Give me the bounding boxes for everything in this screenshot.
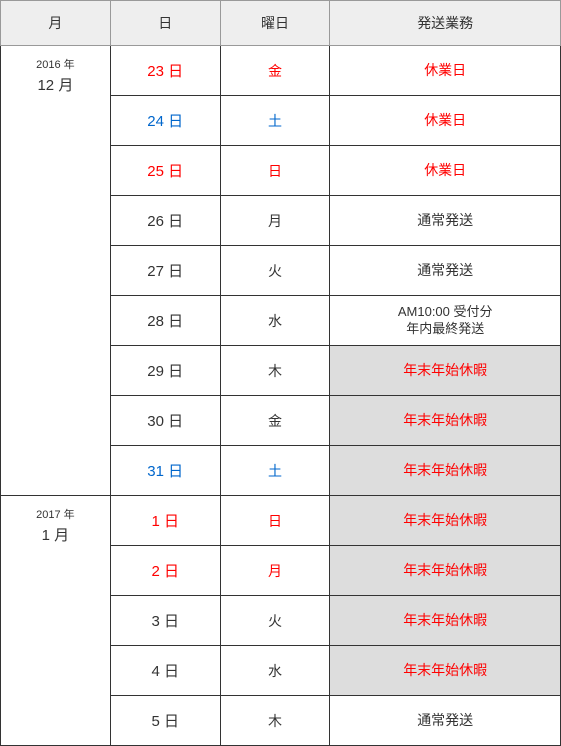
month-year-label: 2016 年 [1,56,110,72]
weekday-cell: 水 [220,646,330,696]
day-cell: 2 日 [110,546,220,596]
weekday-cell: 金 [220,46,330,96]
day-cell: 30 日 [110,396,220,446]
weekday-cell: 月 [220,546,330,596]
status-cell: 休業日 [330,46,561,96]
month-year-label: 2017 年 [1,506,110,522]
day-cell: 31 日 [110,446,220,496]
day-cell: 3 日 [110,596,220,646]
status-cell: 休業日 [330,96,561,146]
month-num-label: 1 月 [1,524,110,545]
table-row: 2017 年 1 月1 日日年末年始休暇 [1,496,561,546]
day-cell: 24 日 [110,96,220,146]
status-cell: 年末年始休暇 [330,346,561,396]
status-cell: 通常発送 [330,246,561,296]
shipping-schedule-table: 月 日 曜日 発送業務 2016 年12 月23 日金休業日24 日土休業日25… [0,0,561,746]
status-cell: 通常発送 [330,196,561,246]
weekday-cell: 月 [220,196,330,246]
weekday-cell: 木 [220,346,330,396]
day-cell: 29 日 [110,346,220,396]
header-weekday: 曜日 [220,1,330,46]
status-cell: 休業日 [330,146,561,196]
status-cell: 年末年始休暇 [330,396,561,446]
day-cell: 5 日 [110,696,220,746]
month-cell: 2016 年 12 月 [1,46,111,496]
status-cell: 通常発送 [330,696,561,746]
weekday-cell: 日 [220,496,330,546]
header-row: 月 日 曜日 発送業務 [1,1,561,46]
day-cell: 4 日 [110,646,220,696]
weekday-cell: 水 [220,296,330,346]
weekday-cell: 土 [220,446,330,496]
day-cell: 1 日 [110,496,220,546]
month-cell: 2017 年 1 月 [1,496,111,746]
day-cell: 25 日 [110,146,220,196]
status-cell: 年末年始休暇 [330,596,561,646]
table-body: 2016 年12 月23 日金休業日24 日土休業日25 日日休業日26 日月通… [1,46,561,746]
weekday-cell: 木 [220,696,330,746]
status-cell: 年末年始休暇 [330,646,561,696]
weekday-cell: 火 [220,246,330,296]
status-cell: 年末年始休暇 [330,446,561,496]
status-cell: AM10:00 受付分年内最終発送 [330,296,561,346]
header-month: 月 [1,1,111,46]
weekday-cell: 土 [220,96,330,146]
header-status: 発送業務 [330,1,561,46]
month-num-label: 12 月 [1,74,110,95]
weekday-cell: 金 [220,396,330,446]
day-cell: 27 日 [110,246,220,296]
weekday-cell: 日 [220,146,330,196]
header-day: 日 [110,1,220,46]
table-row: 2016 年 12 月23 日金休業日 [1,46,561,96]
day-cell: 28 日 [110,296,220,346]
day-cell: 26 日 [110,196,220,246]
status-cell: 年末年始休暇 [330,546,561,596]
weekday-cell: 火 [220,596,330,646]
day-cell: 23 日 [110,46,220,96]
status-cell: 年末年始休暇 [330,496,561,546]
